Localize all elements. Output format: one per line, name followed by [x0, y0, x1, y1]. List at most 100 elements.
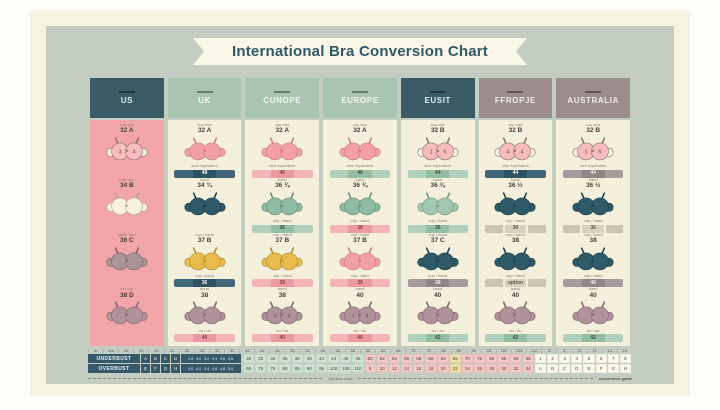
header-dash-icon — [118, 91, 135, 93]
table-header-cell: 100 — [495, 349, 511, 353]
svg-text:5: 5 — [599, 149, 602, 155]
table-cell: 80 — [279, 364, 291, 373]
bra-icon — [492, 245, 538, 274]
poster-page: International Bra Conversion Chart US cup… — [30, 10, 690, 396]
banner-value: 36 — [192, 279, 217, 288]
table-cell: 36 — [279, 354, 291, 363]
table-cell: 110 — [352, 364, 364, 373]
table-header-cell: 54 — [314, 349, 330, 353]
banner-segment — [293, 279, 313, 288]
table-header-cell: 28 — [118, 349, 133, 353]
size-banner: 36 — [252, 224, 313, 233]
banner-caption: eu / au — [431, 327, 444, 333]
table-cell: 3 — [559, 354, 571, 363]
table-cell: 60 — [425, 354, 437, 363]
size-label: 38 — [511, 236, 520, 244]
table-cell: 2 — [546, 354, 559, 363]
row-caption: cup / band — [506, 231, 525, 237]
banner-value: 44 — [426, 169, 450, 178]
table-header-cell: 36 — [178, 349, 194, 353]
row-small-cell: A — [141, 354, 150, 363]
table-cell: 70 — [255, 364, 267, 373]
bra-icon — [337, 245, 383, 274]
banner-segment — [252, 279, 271, 288]
svg-text:3: 3 — [274, 314, 277, 320]
banner-wrap: eu / au 42 — [562, 328, 624, 342]
bra-row: band 40 eu / au 42 — [560, 286, 626, 342]
banner-segment — [174, 279, 193, 288]
table-cell: 85 — [291, 364, 303, 373]
bra-row: cup / band 37 B cup / band 38 — [249, 231, 315, 288]
size-banner: 38 — [329, 224, 391, 233]
bra-icon — [492, 299, 538, 328]
bra-icon — [259, 135, 305, 164]
banner-caption: eu / uk — [198, 327, 211, 333]
table-cell: 50 — [364, 354, 376, 363]
size-banner: 46 — [329, 169, 391, 178]
banner-segment — [371, 279, 391, 288]
bra-row: true size 34 B — [94, 177, 160, 233]
table-cell: C — [559, 364, 571, 373]
table-cell: 28 — [486, 364, 498, 373]
banner-value: 36 — [504, 224, 527, 233]
column-title: EUSIT — [424, 96, 452, 105]
page-title: International Bra Conversion Chart — [231, 43, 488, 60]
banner-value: 36 — [582, 224, 605, 233]
bra-icon: 4 4 — [492, 135, 538, 164]
row-caption: cup / band — [272, 231, 292, 237]
table-cell: 46 — [340, 354, 352, 363]
banner-segment — [527, 334, 546, 342]
banner-value: 42 — [581, 334, 605, 342]
table-header-cell: 38 — [193, 349, 209, 353]
row-range-cell: 40 42 44 46 48 50 — [181, 364, 241, 373]
header-dash-icon — [274, 91, 291, 93]
banner-value: 40 — [348, 334, 372, 342]
banner-caption: size equivalent — [191, 163, 218, 169]
column-header-ffropje: FFROPJE — [478, 78, 553, 118]
size-label: 38 — [278, 291, 286, 299]
table-cell: 65 — [243, 364, 255, 373]
banner-segment — [604, 169, 624, 178]
banner-value: 36 — [426, 224, 450, 233]
table-header-cell: 110 — [526, 349, 541, 353]
banner-segment — [293, 224, 313, 233]
banner-value: 38 — [270, 279, 294, 288]
table-cell: 58 — [413, 354, 425, 363]
banner-segment — [604, 334, 624, 342]
column-body-eusit: cup size 32 B 1 5 size equivalent 44 band 36 … — [400, 120, 475, 346]
table-header-row: in cm 28 30 32 34 36 38 40 42 44 46 48 50 52 54 56 58 60 62… — [88, 347, 632, 353]
svg-text:4: 4 — [365, 314, 369, 320]
size-banner: 40 — [252, 334, 313, 342]
svg-text:4: 4 — [132, 149, 136, 155]
banner-value: 36 — [270, 224, 294, 233]
column-header-cunope: CUNOPE — [245, 78, 320, 118]
table-cell: 75 — [267, 364, 279, 373]
row-caption: band — [355, 286, 365, 292]
size-banner: 38 — [329, 279, 391, 288]
size-banner: 36 — [174, 279, 235, 288]
table-header-cell: 65 — [390, 349, 405, 353]
row-small-cell: H — [171, 364, 180, 373]
banner-caption: cup / band — [583, 272, 603, 278]
bra-icon: 1 5 — [415, 135, 461, 164]
header-dash-icon — [196, 91, 213, 93]
column-eusit: EUSIT cup size 32 B 1 5 size equivalent 44 ba… — [400, 78, 475, 346]
size-label: 36 ½ — [508, 182, 523, 190]
table-cell: 5 — [583, 354, 595, 363]
svg-text:3: 3 — [118, 149, 121, 155]
column-body-us: cup size 32 A 3 4 true size 34 B sister siz… — [90, 120, 164, 346]
bra-row: cup size 32 A size equivalent 46 — [327, 122, 393, 178]
banner-caption: cup / band — [506, 218, 525, 224]
bra-row: cup size 32 B 1 5 size equivalent 44 — [405, 122, 471, 178]
row-caption: cup / band — [350, 231, 370, 237]
banner-caption: cup / band — [272, 218, 292, 224]
banner-segment — [371, 169, 391, 178]
table-cell: 30 — [243, 354, 255, 363]
size-banner: 44 — [485, 169, 546, 178]
bra-icon — [104, 190, 150, 219]
banner-segment — [252, 334, 271, 342]
size-label: 32 A — [353, 127, 367, 135]
banner-segment — [449, 169, 468, 178]
size-label: 36 ½ — [585, 182, 601, 190]
banner-segment — [562, 169, 582, 178]
